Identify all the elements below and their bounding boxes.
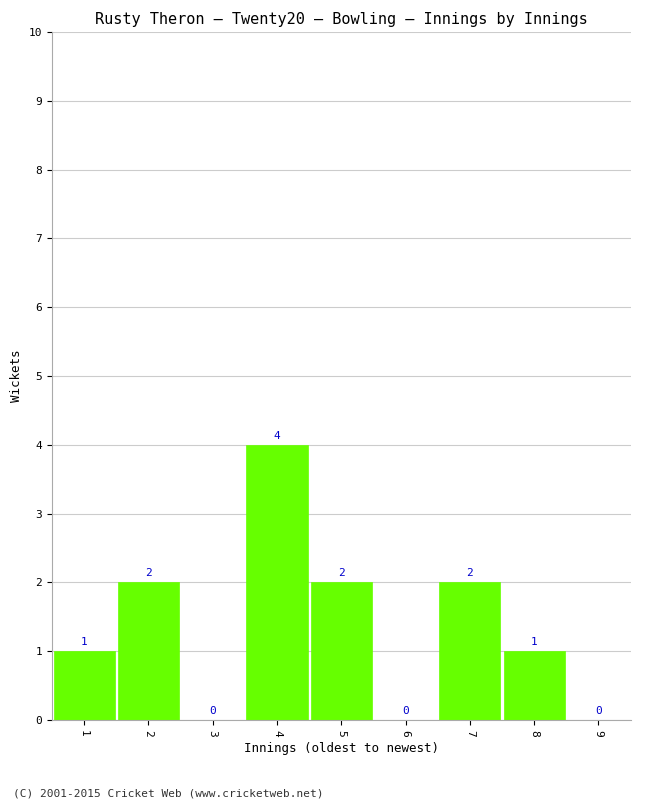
Text: 0: 0 bbox=[595, 706, 602, 716]
Text: (C) 2001-2015 Cricket Web (www.cricketweb.net): (C) 2001-2015 Cricket Web (www.cricketwe… bbox=[13, 788, 324, 798]
Text: 1: 1 bbox=[81, 637, 88, 647]
Bar bbox=[311, 582, 372, 720]
Bar bbox=[439, 582, 500, 720]
Title: Rusty Theron – Twenty20 – Bowling – Innings by Innings: Rusty Theron – Twenty20 – Bowling – Inni… bbox=[95, 12, 588, 26]
X-axis label: Innings (oldest to newest): Innings (oldest to newest) bbox=[244, 742, 439, 755]
Text: 2: 2 bbox=[145, 568, 152, 578]
Text: 0: 0 bbox=[209, 706, 216, 716]
Text: 2: 2 bbox=[338, 568, 344, 578]
Text: 4: 4 bbox=[274, 430, 280, 441]
Bar bbox=[118, 582, 179, 720]
Bar bbox=[504, 651, 565, 720]
Bar bbox=[246, 445, 307, 720]
Bar bbox=[53, 651, 114, 720]
Text: 2: 2 bbox=[467, 568, 473, 578]
Y-axis label: Wickets: Wickets bbox=[10, 350, 23, 402]
Text: 1: 1 bbox=[530, 637, 538, 647]
Text: 0: 0 bbox=[402, 706, 409, 716]
